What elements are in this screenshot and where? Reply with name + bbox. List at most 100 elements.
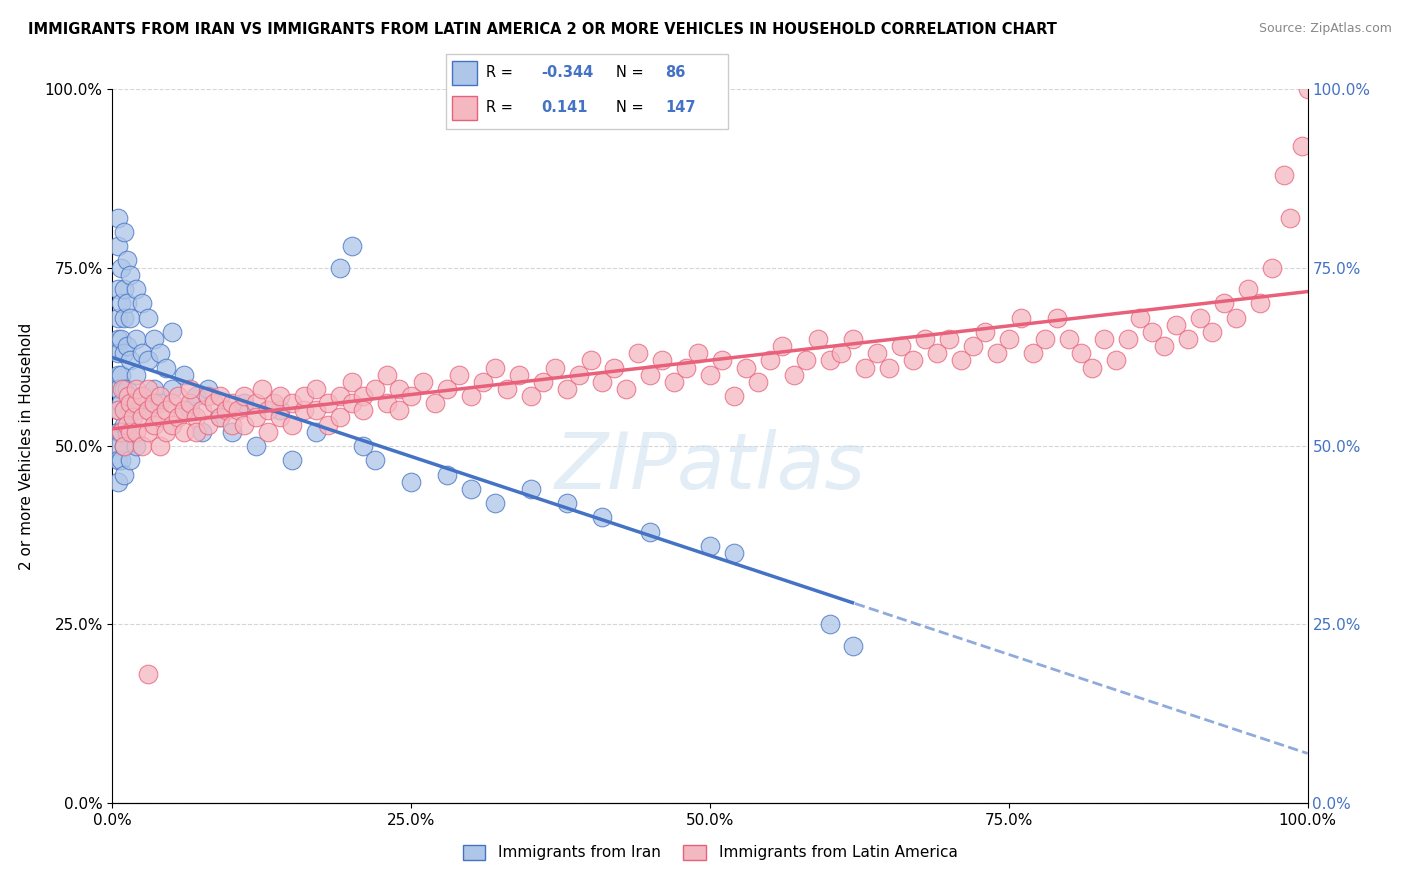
Point bbox=[138, 667, 160, 681]
Point bbox=[555, 382, 578, 396]
Text: N =: N = bbox=[616, 65, 644, 80]
Point bbox=[115, 417, 138, 432]
Point bbox=[120, 396, 142, 410]
Point bbox=[125, 368, 148, 382]
Point bbox=[125, 439, 148, 453]
Point bbox=[114, 439, 135, 453]
Point bbox=[914, 332, 936, 346]
Text: 147: 147 bbox=[665, 100, 696, 115]
Point bbox=[233, 396, 256, 410]
Point bbox=[1118, 332, 1140, 346]
Point bbox=[364, 382, 387, 396]
Point bbox=[281, 396, 304, 410]
Point bbox=[1010, 310, 1032, 325]
Point bbox=[110, 260, 132, 275]
Point bbox=[831, 346, 853, 360]
Point bbox=[986, 346, 1008, 360]
Point bbox=[1142, 325, 1164, 339]
Point bbox=[107, 403, 129, 417]
Point bbox=[866, 346, 889, 360]
Point bbox=[281, 417, 304, 432]
Point bbox=[340, 396, 363, 410]
Point bbox=[1237, 282, 1260, 296]
Point bbox=[627, 346, 650, 360]
Point bbox=[292, 403, 315, 417]
Point bbox=[114, 346, 135, 360]
Point bbox=[269, 410, 291, 425]
Point bbox=[1046, 310, 1069, 325]
Point bbox=[125, 425, 148, 439]
Point bbox=[138, 310, 160, 325]
Point bbox=[107, 382, 129, 396]
Point bbox=[120, 453, 142, 467]
Point bbox=[179, 403, 201, 417]
Point bbox=[1057, 332, 1080, 346]
Point bbox=[107, 475, 129, 489]
Point bbox=[114, 467, 135, 482]
Point bbox=[110, 425, 132, 439]
Point bbox=[292, 389, 315, 403]
Point bbox=[401, 389, 423, 403]
Point bbox=[111, 382, 134, 396]
Point bbox=[640, 524, 662, 539]
Point bbox=[120, 353, 142, 368]
Point bbox=[125, 382, 148, 396]
Point bbox=[107, 425, 129, 439]
Point bbox=[186, 389, 208, 403]
Point bbox=[110, 296, 132, 310]
Point bbox=[149, 346, 172, 360]
Point bbox=[1153, 339, 1175, 353]
Point bbox=[340, 375, 363, 389]
Point bbox=[209, 389, 232, 403]
Text: R =: R = bbox=[486, 65, 513, 80]
Point bbox=[115, 296, 138, 310]
Point bbox=[1272, 168, 1295, 182]
Point bbox=[110, 368, 132, 382]
Point bbox=[107, 239, 129, 253]
Point bbox=[162, 396, 183, 410]
Point bbox=[162, 417, 183, 432]
Point bbox=[950, 353, 973, 368]
Point bbox=[114, 439, 135, 453]
Point bbox=[1291, 139, 1313, 153]
FancyBboxPatch shape bbox=[451, 96, 478, 120]
Point bbox=[162, 382, 183, 396]
Point bbox=[125, 396, 148, 410]
Point bbox=[120, 268, 142, 282]
Point bbox=[131, 296, 153, 310]
Point bbox=[568, 368, 591, 382]
Point bbox=[305, 425, 328, 439]
Point bbox=[107, 346, 129, 360]
Point bbox=[167, 410, 190, 425]
Point bbox=[472, 375, 495, 389]
Point bbox=[460, 389, 482, 403]
Point bbox=[352, 439, 374, 453]
Point bbox=[110, 396, 132, 410]
Point bbox=[329, 389, 352, 403]
Point bbox=[173, 368, 195, 382]
Point bbox=[759, 353, 782, 368]
Point bbox=[723, 389, 745, 403]
Point bbox=[115, 382, 138, 396]
Point bbox=[651, 353, 673, 368]
Point bbox=[496, 382, 519, 396]
Point bbox=[107, 211, 129, 225]
Point bbox=[114, 225, 135, 239]
Point bbox=[114, 310, 135, 325]
Point bbox=[131, 389, 153, 403]
Point bbox=[149, 389, 172, 403]
Point bbox=[107, 403, 129, 417]
Point bbox=[484, 496, 506, 510]
Legend: Immigrants from Iran, Immigrants from Latin America: Immigrants from Iran, Immigrants from La… bbox=[457, 838, 963, 866]
Point bbox=[1261, 260, 1284, 275]
Point bbox=[110, 425, 132, 439]
Point bbox=[186, 425, 208, 439]
Point bbox=[855, 360, 877, 375]
Point bbox=[167, 389, 190, 403]
Point bbox=[138, 382, 160, 396]
Point bbox=[120, 310, 142, 325]
Point bbox=[143, 417, 166, 432]
Point bbox=[226, 403, 249, 417]
Point bbox=[269, 389, 291, 403]
Point bbox=[1189, 310, 1212, 325]
